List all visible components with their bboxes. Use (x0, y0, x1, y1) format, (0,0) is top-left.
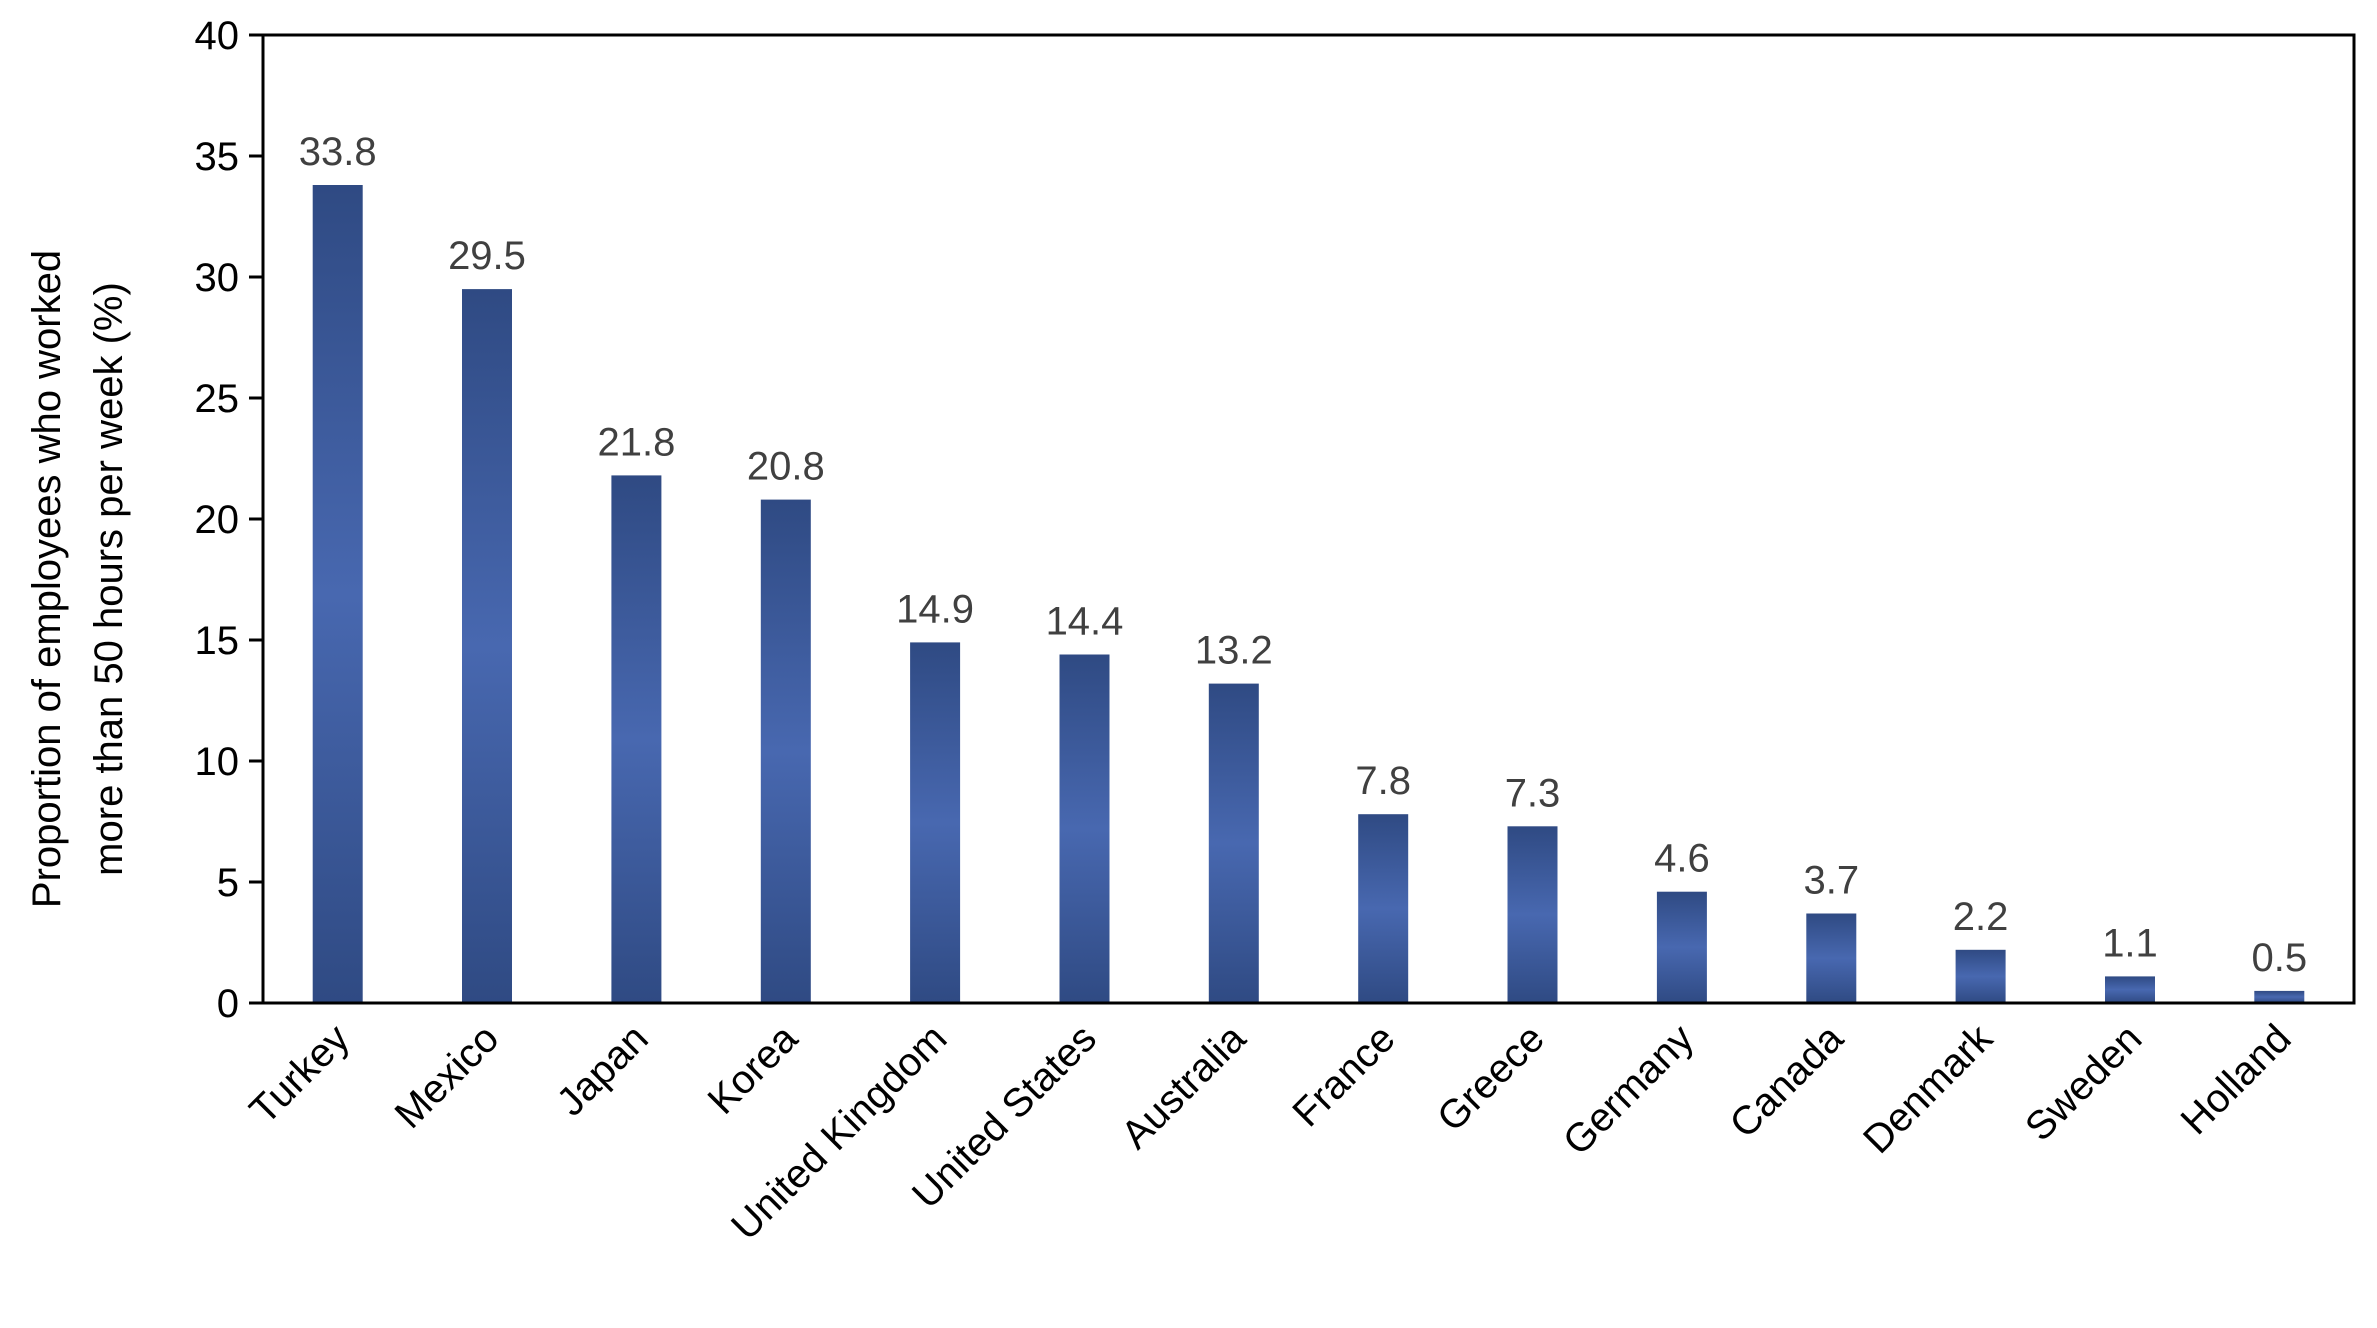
bar-holland (2254, 990, 2305, 1003)
data-label: 2.2 (1953, 895, 2009, 939)
data-label: 20.8 (747, 445, 825, 489)
y-ticks-layer: 0 5 10 15 20 25 30 35 40 (195, 14, 263, 1026)
bar-mexico (462, 289, 512, 1004)
data-label: 21.8 (597, 420, 675, 464)
data-label: 13.2 (1195, 629, 1273, 673)
x-tick-label: Germany (1555, 1016, 1702, 1163)
bar-united-kingdom (910, 642, 961, 1003)
data-label: 14.4 (1046, 600, 1124, 644)
bar-japan (611, 475, 662, 1003)
bar-turkey (312, 185, 363, 1003)
y-axis-title-line-1: Proportion of employees who worked (25, 250, 69, 908)
x-tick-label: Sweden (2017, 1016, 2150, 1149)
bars-layer (312, 185, 2305, 1004)
data-label: 1.1 (2102, 921, 2158, 965)
bar-korea (760, 499, 811, 1003)
x-tick-label: France (1284, 1016, 1403, 1135)
y-tick-label: 15 (195, 619, 240, 663)
y-tick-label: 25 (195, 377, 240, 421)
bar-sweden (2105, 976, 2155, 1003)
y-tick-label: 30 (195, 256, 240, 300)
y-tick-label: 35 (195, 135, 240, 179)
y-tick-label: 10 (195, 740, 240, 784)
bar-australia (1208, 683, 1259, 1003)
x-tick-label: Turkey (242, 1016, 359, 1133)
y-tick-label: 5 (217, 861, 239, 905)
bar-france (1358, 814, 1409, 1003)
x-tick-label: Japan (549, 1016, 657, 1124)
x-tick-label: Mexico (387, 1016, 508, 1137)
data-label: 7.8 (1355, 759, 1411, 803)
data-label: 7.3 (1505, 771, 1561, 815)
data-label: 14.9 (896, 587, 974, 631)
data-label: 4.6 (1654, 837, 1710, 881)
y-axis-title-line-2: more than 50 hours per week (%) (87, 282, 131, 876)
plot-frame (261, 33, 2356, 1005)
data-label: 33.8 (299, 130, 377, 174)
bar-denmark (1955, 949, 2006, 1003)
data-label: 29.5 (448, 234, 526, 278)
x-tick-label: Australia (1113, 1016, 1255, 1158)
x-tick-label: Canada (1721, 1016, 1852, 1147)
y-axis-title: Proportion of employees who worked more … (25, 250, 131, 908)
x-tick-label: Korea (700, 1016, 807, 1123)
labels-layer: 33.8 Turkey 29.5 Mexico 21.8 Japan 20.8 Korea 14… (242, 130, 2308, 1249)
y-tick-label: 0 (217, 982, 239, 1026)
bar-united-states (1059, 654, 1110, 1003)
bar-germany (1656, 891, 1707, 1003)
x-tick-label: Holland (2173, 1016, 2300, 1143)
data-label: 0.5 (2251, 936, 2307, 980)
x-tick-label: Greece (1429, 1016, 1553, 1140)
bar-canada (1806, 913, 1857, 1003)
x-tick-label: Denmark (1855, 1016, 2002, 1163)
data-label: 3.7 (1803, 859, 1859, 903)
y-tick-label: 40 (195, 14, 240, 58)
y-tick-label: 20 (195, 498, 240, 542)
bar-greece (1507, 826, 1558, 1003)
